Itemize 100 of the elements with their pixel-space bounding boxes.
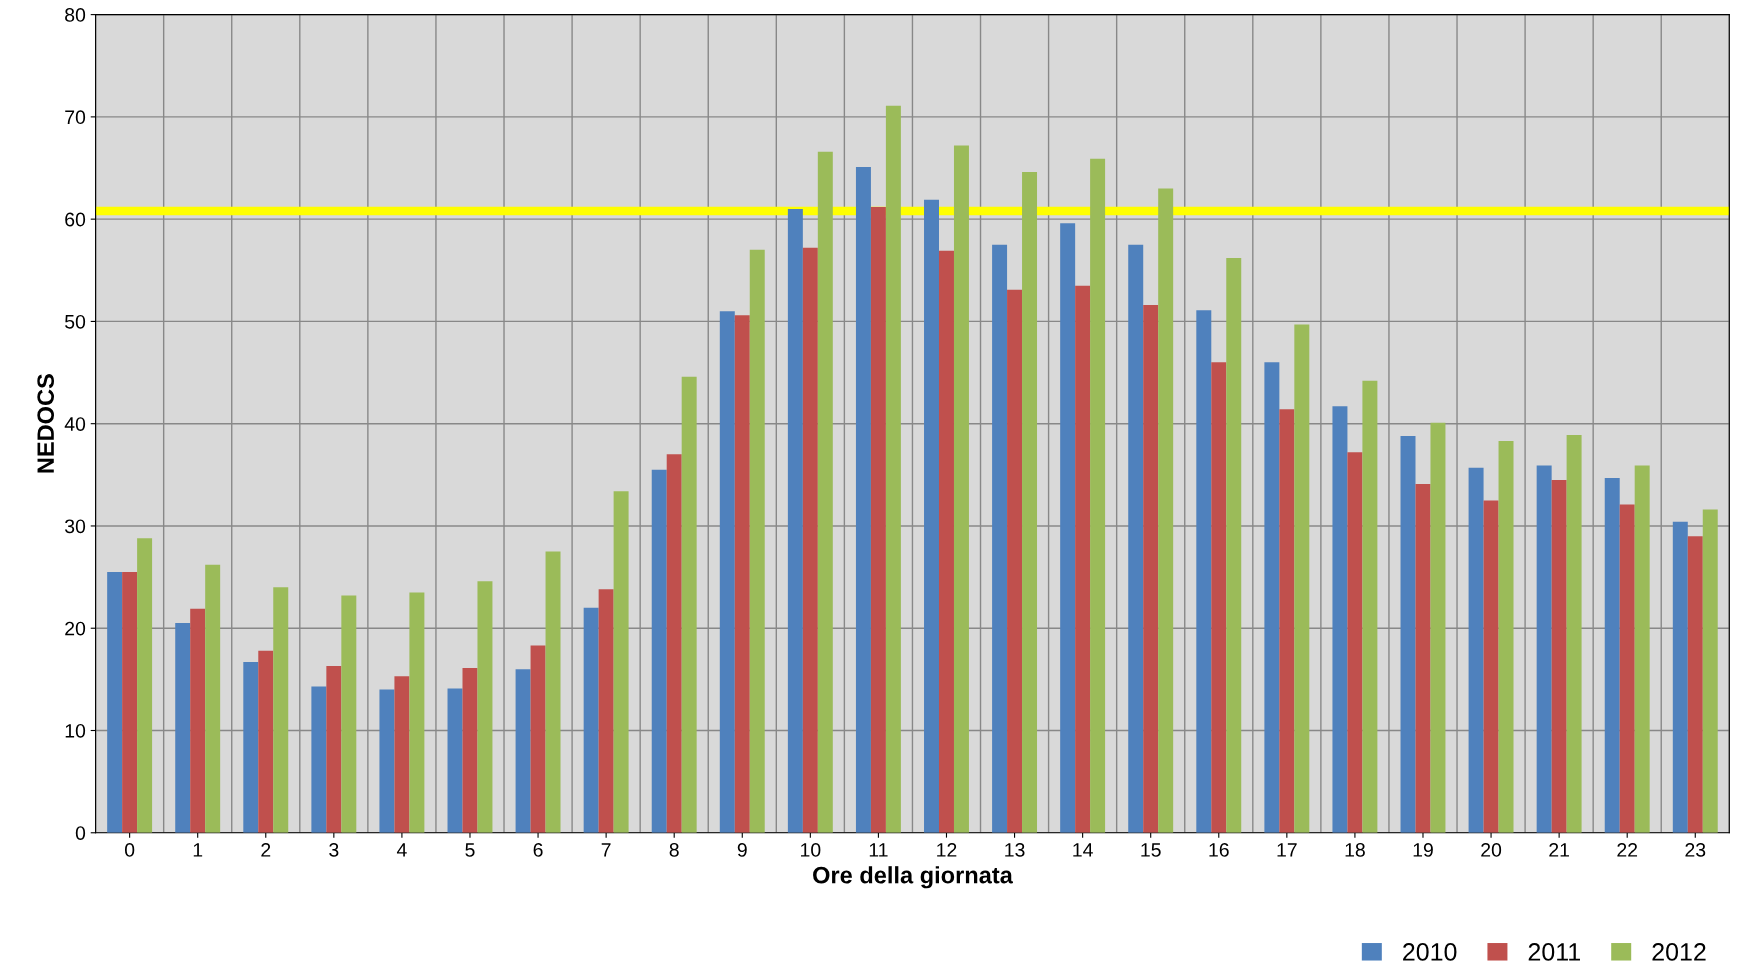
bar	[477, 581, 493, 833]
x-tick-label: 22	[1617, 843, 1638, 857]
bar	[1060, 223, 1076, 833]
bar	[273, 587, 289, 833]
x-tick-label: 5	[465, 843, 475, 857]
bar	[613, 491, 629, 833]
bar	[205, 564, 221, 833]
bar	[885, 105, 901, 833]
bar	[394, 676, 410, 833]
x-tick-label: 17	[1277, 843, 1297, 857]
bar	[1158, 188, 1174, 833]
bar	[462, 668, 478, 833]
x-tick-label: 23	[1685, 843, 1706, 857]
bar	[734, 315, 750, 833]
y-tick-label: 40	[64, 417, 86, 431]
bar	[122, 571, 138, 833]
y-tick-label: 20	[65, 621, 86, 636]
x-tick-label: 18	[1345, 843, 1365, 857]
y-axis-title: NEDOCS	[37, 374, 55, 473]
bar	[379, 689, 395, 833]
bar	[190, 608, 206, 833]
bar	[924, 199, 939, 833]
bar	[787, 208, 803, 833]
bar	[258, 650, 274, 833]
bar	[598, 589, 614, 833]
bar	[1347, 452, 1363, 833]
bar	[1634, 465, 1650, 833]
y-tick-label: 70	[65, 110, 86, 125]
y-tick-label: 50	[65, 314, 86, 329]
bar	[1075, 285, 1091, 833]
bar	[515, 669, 531, 833]
bar	[243, 661, 259, 833]
bar	[817, 151, 833, 833]
x-tick-label: 12	[937, 843, 957, 857]
x-tick-label: 2	[261, 843, 271, 857]
bar	[855, 166, 871, 833]
bar	[1400, 435, 1416, 833]
x-tick-label: 13	[1005, 843, 1025, 857]
bar	[1226, 258, 1242, 833]
bar	[1279, 409, 1295, 833]
bar	[1143, 305, 1159, 833]
legend-label: 2011	[1528, 943, 1580, 961]
bar	[409, 592, 425, 833]
bar	[1566, 434, 1582, 833]
bar	[681, 376, 697, 833]
bar	[447, 688, 463, 833]
bar	[1468, 467, 1484, 833]
bar	[749, 249, 765, 833]
bar	[1022, 172, 1038, 833]
bar	[1619, 504, 1635, 833]
x-tick-label: 19	[1413, 843, 1433, 857]
bar	[1430, 422, 1446, 833]
x-tick-label: 11	[869, 843, 888, 857]
bar	[545, 551, 561, 833]
bar	[1702, 509, 1718, 833]
bar	[137, 538, 153, 833]
y-tick-label: 30	[64, 519, 86, 534]
x-tick-label: 0	[124, 843, 135, 857]
bar	[1294, 324, 1310, 833]
x-tick-label: 15	[1141, 843, 1161, 857]
bar	[1332, 406, 1348, 833]
bar	[107, 571, 123, 833]
bar	[583, 607, 599, 833]
bar	[1090, 158, 1106, 833]
bar	[802, 247, 818, 833]
x-tick-label: 20	[1481, 843, 1502, 857]
bar	[1128, 244, 1144, 833]
bar	[311, 686, 327, 833]
x-tick-label: 14	[1073, 843, 1093, 857]
x-tick-label: 21	[1549, 843, 1569, 857]
x-tick-label: 4	[396, 843, 407, 857]
y-tick-label: 0	[75, 826, 86, 841]
legend-label: 2012	[1652, 943, 1706, 961]
bar	[326, 666, 342, 833]
bar	[870, 206, 886, 833]
x-tick-label: 1	[193, 843, 203, 857]
bar	[1211, 362, 1227, 833]
y-tick-label: 80	[65, 8, 86, 22]
y-tick-label: 10	[65, 723, 86, 738]
bar	[1551, 479, 1567, 833]
bar	[1483, 500, 1499, 833]
bar	[1196, 310, 1212, 833]
bar	[1604, 477, 1620, 833]
bar	[1498, 441, 1514, 833]
bar	[651, 469, 667, 833]
bar	[530, 645, 546, 833]
bar	[1415, 484, 1431, 833]
bar	[1007, 289, 1023, 833]
bar	[666, 454, 682, 833]
bar	[1362, 380, 1378, 833]
bar	[953, 145, 969, 833]
bar	[1264, 362, 1280, 833]
x-tick-label: 6	[533, 843, 543, 857]
bar	[175, 623, 191, 833]
x-tick-label: 7	[601, 843, 611, 857]
x-tick-label: 9	[737, 843, 747, 857]
bar	[341, 595, 357, 833]
bar	[1536, 465, 1552, 833]
bar	[1672, 521, 1688, 833]
bar	[992, 244, 1008, 833]
